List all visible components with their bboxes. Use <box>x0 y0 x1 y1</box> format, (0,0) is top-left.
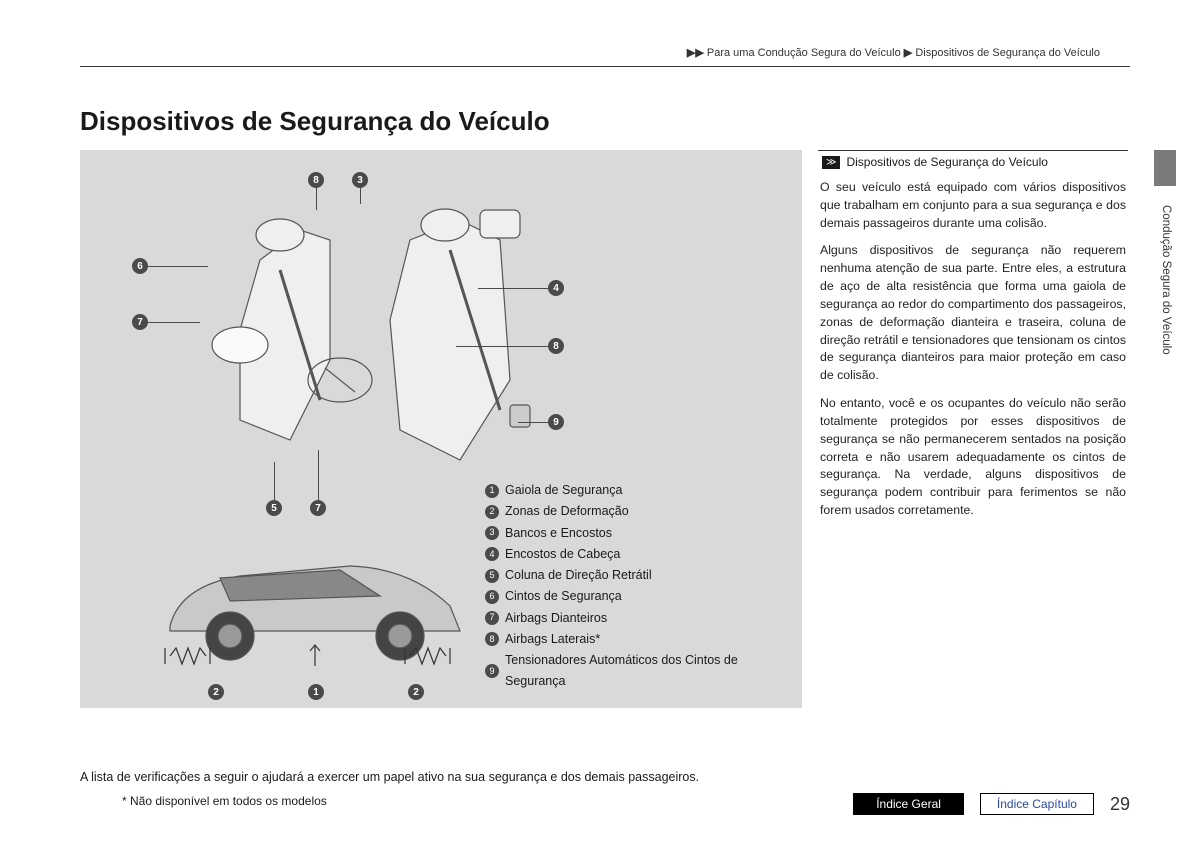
callout-number: 8 <box>308 172 324 188</box>
callout-number: 8 <box>548 338 564 354</box>
legend-num: 1 <box>485 484 499 498</box>
callout-number: 4 <box>548 280 564 296</box>
callout-number: 6 <box>132 258 148 274</box>
footnote: * Não disponível em todos os modelos <box>122 794 327 808</box>
legend-num: 4 <box>485 547 499 561</box>
callout-line <box>318 450 319 500</box>
legend-item: 9 Tensionadores Automáticos dos Cintos de… <box>485 650 775 693</box>
legend-item: 2 Zonas de Deformação <box>485 501 775 522</box>
sidebar-p2: Alguns dispositivos de segurança não req… <box>820 242 1126 385</box>
callout-number: 3 <box>352 172 368 188</box>
callout-line <box>478 288 548 289</box>
legend-label: Airbags Dianteiros <box>505 608 607 629</box>
legend: 1 Gaiola de Segurança 2 Zonas de Deformação… <box>485 480 775 693</box>
callout-number: 2 <box>408 684 424 700</box>
legend-label: Zonas de Deformação <box>505 501 629 522</box>
legend-num: 5 <box>485 569 499 583</box>
legend-item: 3 Bancos e Encostos <box>485 523 775 544</box>
bottom-note: A lista de verificações a seguir o ajuda… <box>80 770 699 784</box>
info-sidebar: ≫ Dispositivos de Segurança do Veículo O… <box>818 150 1128 530</box>
callout-number: 5 <box>266 500 282 516</box>
legend-label: Airbags Laterais* <box>505 629 600 650</box>
chevrons-icon: ≫ <box>822 156 840 169</box>
legend-num: 8 <box>485 632 499 646</box>
legend-label: Cintos de Segurança <box>505 586 622 607</box>
legend-item: 1 Gaiola de Segurança <box>485 480 775 501</box>
car-diagram <box>150 536 480 686</box>
page-number: 29 <box>1110 794 1130 815</box>
breadcrumb-sep: ▶ <box>904 47 912 59</box>
legend-item: 4 Encostos de Cabeça <box>485 544 775 565</box>
callout-number: 7 <box>310 500 326 516</box>
callout-line <box>518 422 548 423</box>
callout-number: 1 <box>308 684 324 700</box>
breadcrumb-arrows: ▶▶ <box>687 47 704 59</box>
callout-line <box>148 322 200 323</box>
vertical-chapter-label: Condução Segura do Veículo <box>1160 205 1172 355</box>
callout-line <box>148 266 208 267</box>
sidebar-title: Dispositivos de Segurança do Veículo <box>846 155 1047 169</box>
index-chapter-button[interactable]: Índice Capítulo <box>980 793 1094 815</box>
breadcrumb-section: Para uma Condução Segura do Veículo <box>707 47 901 59</box>
legend-label: Coluna de Direção Retrátil <box>505 565 652 586</box>
sidebar-body: O seu veículo está equipado com vários d… <box>818 173 1128 520</box>
legend-label: Bancos e Encostos <box>505 523 612 544</box>
legend-item: 7 Airbags Dianteiros <box>485 608 775 629</box>
callout-number: 2 <box>208 684 224 700</box>
top-rule <box>80 66 1130 67</box>
legend-num: 6 <box>485 590 499 604</box>
callout-number: 7 <box>132 314 148 330</box>
legend-item: 5 Coluna de Direção Retrátil <box>485 565 775 586</box>
legend-num: 9 <box>485 664 499 678</box>
footer-nav: Índice Geral Índice Capítulo 29 <box>853 793 1130 815</box>
sidebar-p3: No entanto, você e os ocupantes do veícu… <box>820 395 1126 520</box>
legend-label: Tensionadores Automáticos dos Cintos de … <box>505 650 775 693</box>
callout-line <box>456 346 548 347</box>
callout-number: 9 <box>548 414 564 430</box>
legend-item: 6 Cintos de Segurança <box>485 586 775 607</box>
sidebar-p1: O seu veículo está equipado com vários d… <box>820 179 1126 232</box>
chapter-tab <box>1154 150 1176 186</box>
legend-num: 7 <box>485 611 499 625</box>
legend-num: 2 <box>485 505 499 519</box>
seat-diagram <box>180 180 600 500</box>
page-title: Dispositivos de Segurança do Veículo <box>80 106 550 137</box>
index-general-button[interactable]: Índice Geral <box>853 793 964 815</box>
sidebar-header: ≫ Dispositivos de Segurança do Veículo <box>818 150 1128 173</box>
legend-label: Gaiola de Segurança <box>505 480 622 501</box>
breadcrumb-page: Dispositivos de Segurança do Veículo <box>915 47 1100 59</box>
legend-item: 8 Airbags Laterais* <box>485 629 775 650</box>
legend-num: 3 <box>485 526 499 540</box>
breadcrumb: ▶▶ Para uma Condução Segura do Veículo ▶… <box>687 46 1100 59</box>
diagram-container: 8 3 6 4 7 8 9 5 7 2 1 2 1 Gaiola de Segurança 2 Zonas… <box>80 150 802 708</box>
callout-line <box>274 462 275 500</box>
legend-label: Encostos de Cabeça <box>505 544 620 565</box>
